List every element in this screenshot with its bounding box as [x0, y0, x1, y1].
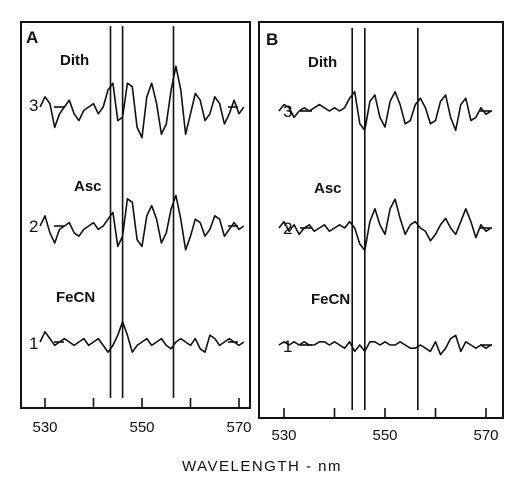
- panel-a-trace-2-label: Asc: [74, 178, 102, 195]
- panel-a-trace-3: Dith 3: [29, 52, 245, 139]
- panel-a-trace-3-label: Dith: [60, 52, 89, 69]
- panel-a-reference-lines: [109, 26, 175, 398]
- panel-a: A Dith 3 Asc 2 FeCN 1 530 550 570: [20, 21, 252, 436]
- panel-a-trace-3-number: 3: [29, 96, 38, 115]
- panel-b-trace-1-number: 1: [283, 337, 292, 356]
- panel-b-tick-label-530: 530: [271, 427, 296, 444]
- panel-b-tick-label-550: 550: [372, 427, 397, 444]
- panel-b-frame: [258, 21, 504, 419]
- panel-a-trace-1-number: 1: [29, 334, 38, 353]
- panel-a-tick-label-550: 550: [129, 419, 154, 436]
- panel-b-trace-2-line: [278, 198, 492, 252]
- panel-a-letter: A: [26, 28, 38, 47]
- panel-b-trace-3-number: 3: [283, 102, 292, 121]
- panel-a-trace-2-number: 2: [29, 217, 38, 236]
- panel-b-trace-1-label: FeCN: [311, 291, 350, 308]
- panel-b-trace-3: Dith 3: [278, 54, 492, 131]
- panel-b-trace-1-line: [278, 334, 492, 356]
- panel-b-letter: B: [266, 30, 278, 49]
- panel-b-trace-3-line: [278, 91, 492, 131]
- panel-a-x-axis: 530 550 570: [32, 398, 252, 436]
- panel-b-trace-3-label: Dith: [308, 54, 337, 71]
- panel-b-trace-1: FeCN 1: [278, 291, 492, 356]
- panel-a-trace-1-line: [39, 320, 245, 353]
- panel-a-trace-2: Asc 2: [29, 178, 245, 251]
- panel-a-tick-label-530: 530: [32, 419, 57, 436]
- panel-a-trace-1-label: FeCN: [56, 289, 95, 306]
- panel-b-x-axis: 530 550 570: [271, 408, 499, 444]
- panel-b-reference-lines: [351, 28, 419, 410]
- panel-a-trace-1: FeCN 1: [29, 289, 245, 353]
- panel-a-frame: [20, 21, 251, 409]
- x-axis-label: WAVELENGTH - nm: [182, 458, 342, 475]
- panel-a-tick-label-570: 570: [226, 419, 251, 436]
- panel-b-trace-2-label: Asc: [314, 180, 342, 197]
- panel-b: B Dith 3 Asc 2 FeCN 1 530 550 570: [258, 21, 504, 444]
- panel-b-trace-2: Asc 2: [278, 180, 492, 252]
- panel-a-trace-2-line: [39, 194, 245, 251]
- panel-a-trace-3-line: [39, 65, 245, 139]
- panel-b-tick-label-570: 570: [473, 427, 498, 444]
